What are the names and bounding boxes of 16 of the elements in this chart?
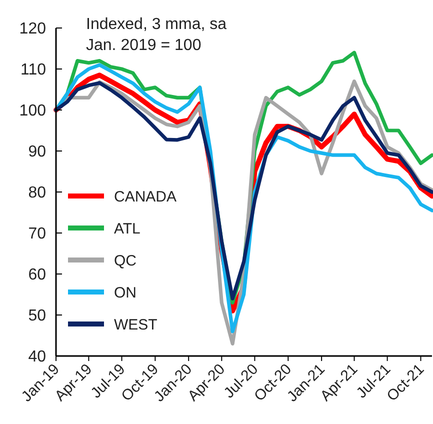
y-tick-label: 60: [28, 266, 46, 284]
y-tick-label: 70: [28, 226, 46, 243]
y-tick-label: 110: [20, 62, 46, 79]
y-tick-label: 100: [19, 102, 46, 120]
legend-label: QC: [114, 252, 137, 270]
y-tick-label: 80: [28, 184, 46, 202]
y-tick-label: 40: [28, 348, 46, 366]
legend-label: ON: [114, 284, 136, 302]
y-tick-label: 90: [28, 144, 46, 161]
legend-label: WEST: [114, 316, 158, 334]
legend-label: CANADA: [114, 188, 177, 206]
y-tick-label: 50: [28, 308, 46, 325]
annotation: Indexed, 3 mma, sa: [86, 16, 227, 33]
y-tick-label: 120: [19, 20, 46, 38]
annotation: Jan. 2019 = 100: [86, 37, 202, 54]
legend-label: ATL: [114, 220, 140, 238]
